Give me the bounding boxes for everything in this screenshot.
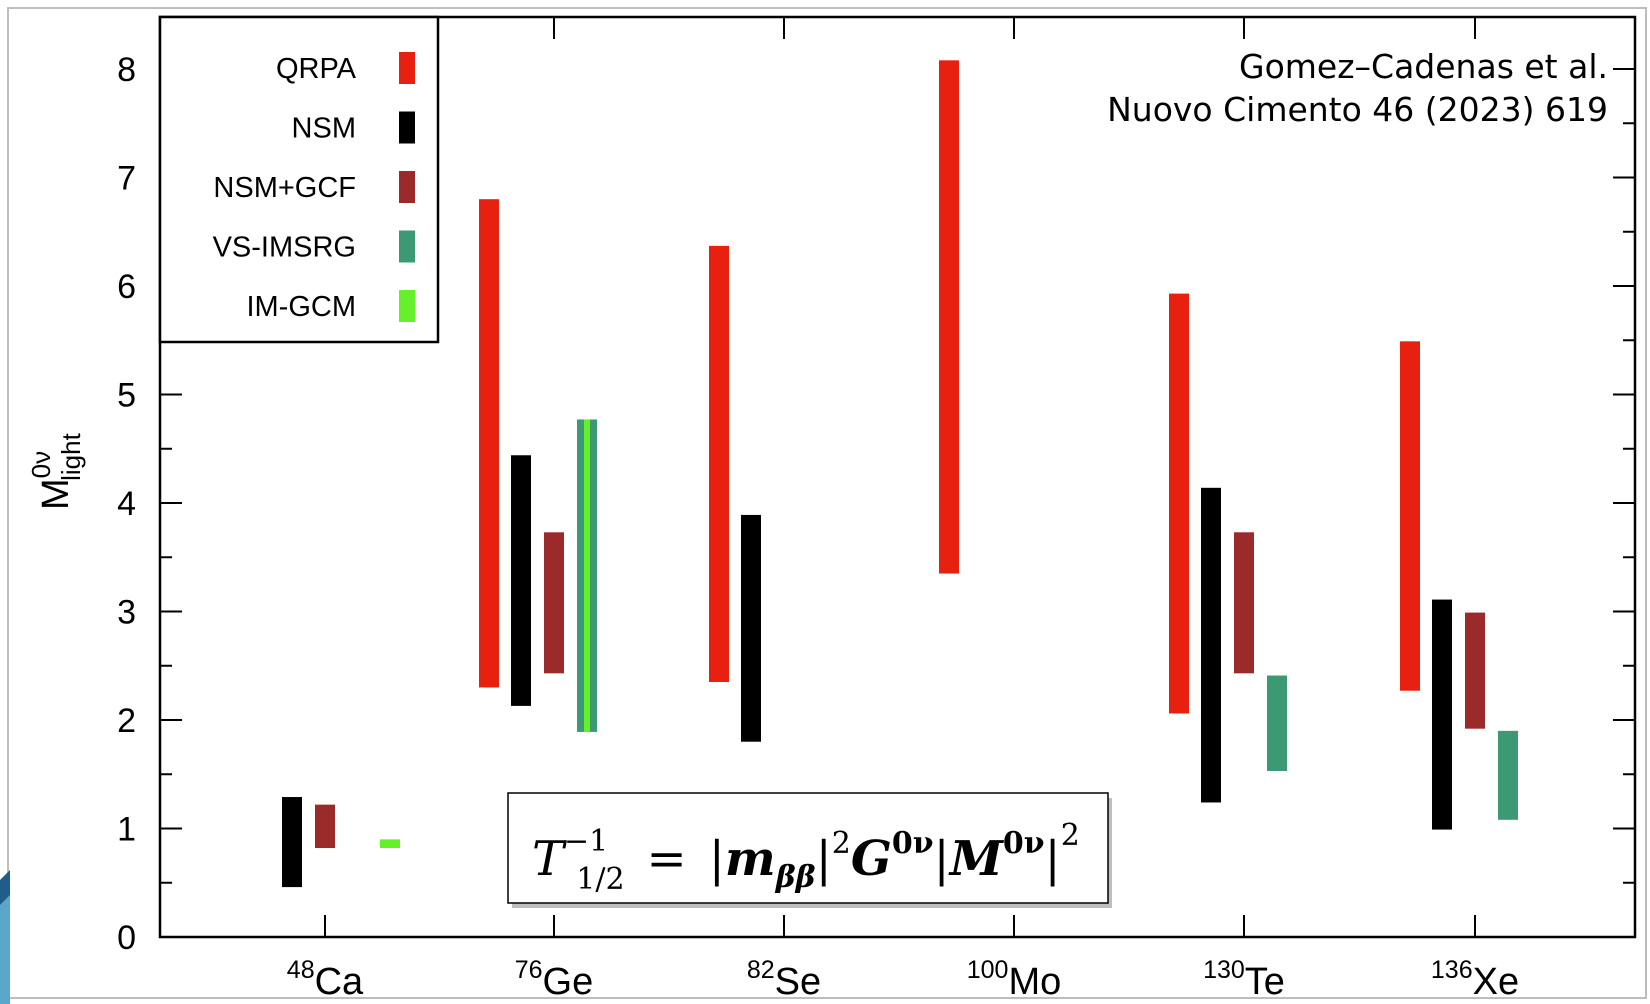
y-axis-label-sub: light <box>56 432 86 480</box>
y-axis-label-base: M <box>35 478 77 510</box>
y-tick-label: 2 <box>117 702 136 740</box>
x-tick-label: 76Ge <box>515 956 594 1003</box>
formula-box <box>507 792 1109 904</box>
bar-im-gcm-ca <box>380 839 400 849</box>
formula-nme-exp: 2 <box>1061 818 1080 853</box>
x-tick-label-element: Ge <box>543 961 594 1003</box>
bar-nsm-gcf-xe <box>1465 612 1485 729</box>
bar-qrpa-te <box>1169 293 1189 714</box>
legend-swatch <box>399 230 415 263</box>
x-tick-label-element: Te <box>1245 961 1285 1003</box>
citation-line-1: Gomez–Cadenas et al. <box>1239 47 1608 86</box>
plot-area-frame <box>158 15 1637 939</box>
x-tick-label: 130Te <box>1203 956 1285 1003</box>
legend-label: IM-GCM <box>246 291 356 323</box>
x-tick-label-mass: 82 <box>747 956 775 984</box>
bar-im-gcm-ge <box>584 419 590 732</box>
bar-nsm-te <box>1201 487 1221 803</box>
formula-g: G <box>851 831 892 887</box>
bar-nsm-gcf-ge <box>544 532 564 674</box>
formula-t: T <box>532 831 567 887</box>
slide-border <box>7 7 1647 999</box>
y-tick-label: 1 <box>117 811 136 849</box>
y-tick-label: 7 <box>117 160 136 198</box>
legend-label: VS-IMSRG <box>213 232 356 264</box>
bar-nsm-se <box>741 514 761 742</box>
formula-t-sub: 1/2 <box>576 862 624 897</box>
bar-vs-imsrg-xe <box>1498 730 1518 820</box>
x-tick-label-mass: 130 <box>1203 956 1245 984</box>
x-tick-label: 48Ca <box>287 956 364 1003</box>
legend-box <box>158 15 440 344</box>
x-tick-label: 82Se <box>747 956 821 1003</box>
legend-label: QRPA <box>276 53 357 85</box>
x-tick-labels: 48Ca 76Ge 82Se 100Mo 130Te 136Xe <box>287 956 1519 1003</box>
bar-qrpa-ge <box>479 199 499 688</box>
formula-nme-sup: 0ν <box>1003 826 1045 861</box>
y-tick-label: 3 <box>117 594 136 632</box>
y-axis-label: M0νlight <box>26 432 86 510</box>
formula-exp: 2 <box>832 826 851 861</box>
x-tick-label: 136Xe <box>1431 956 1519 1003</box>
svg-text:M0νlight: M0νlight <box>26 432 86 510</box>
x-tick-label-mass: 48 <box>287 956 315 984</box>
legend-swatch <box>399 171 415 203</box>
formula-nme: M <box>948 831 1005 887</box>
y-tick-label: 8 <box>117 51 136 89</box>
bar-qrpa-se <box>709 245 729 683</box>
bar-nsm-gcf-te <box>1234 532 1254 674</box>
y-tick-label: 5 <box>117 377 136 415</box>
citation-line-2: Nuovo Cimento 46 (2023) 619 <box>1107 90 1608 129</box>
legend-label: NSM+GCF <box>213 172 356 204</box>
legend: QRPA NSM NSM+GCF VS-IMSRG IM-GCM <box>213 52 415 323</box>
y-tick-labels: 0 1 2 3 4 5 6 7 8 <box>117 51 136 957</box>
bar-qrpa-xe <box>1400 341 1420 691</box>
x-tick-label-mass: 136 <box>1431 956 1473 984</box>
bar-nsm-ge <box>511 455 531 706</box>
bar-vs-imsrg-te <box>1267 675 1287 771</box>
legend-swatch <box>399 111 415 144</box>
bar-nsm-xe <box>1432 599 1452 830</box>
x-tick-label-element: Mo <box>1008 961 1061 1003</box>
formula-m: m <box>725 831 776 887</box>
x-tick-label-element: Xe <box>1473 961 1519 1003</box>
y-tick-label: 6 <box>117 268 136 306</box>
formula-m-sub: ββ <box>775 860 816 895</box>
formula-equals: = <box>647 831 687 887</box>
bar-nsm-ca <box>282 797 302 888</box>
y-tick-label: 4 <box>117 485 136 523</box>
legend-swatch <box>399 52 415 84</box>
x-tick-label-element: Ca <box>315 961 364 1003</box>
bar-nsm-gcf-ca <box>315 804 335 849</box>
slide-decoration-2 <box>0 895 10 1004</box>
data-bars <box>282 60 1518 888</box>
legend-label: NSM <box>292 113 356 145</box>
legend-swatch <box>399 290 415 322</box>
x-tick-label-mass: 100 <box>967 956 1009 984</box>
x-tick-label-mass: 76 <box>515 956 543 984</box>
y-tick-label: 0 <box>117 919 136 957</box>
formula-t-sup: −1 <box>564 824 608 859</box>
x-tick-label-element: Se <box>775 961 821 1003</box>
x-tick-label: 100Mo <box>967 956 1062 1003</box>
decay-rate-formula: T−1 1/2 = |mββ|2G0ν|M0ν|2 <box>532 818 1080 897</box>
formula-g-sup: 0ν <box>892 826 934 861</box>
bar-qrpa-mo <box>939 60 959 574</box>
y-axis-label-sup: 0ν <box>26 451 56 478</box>
